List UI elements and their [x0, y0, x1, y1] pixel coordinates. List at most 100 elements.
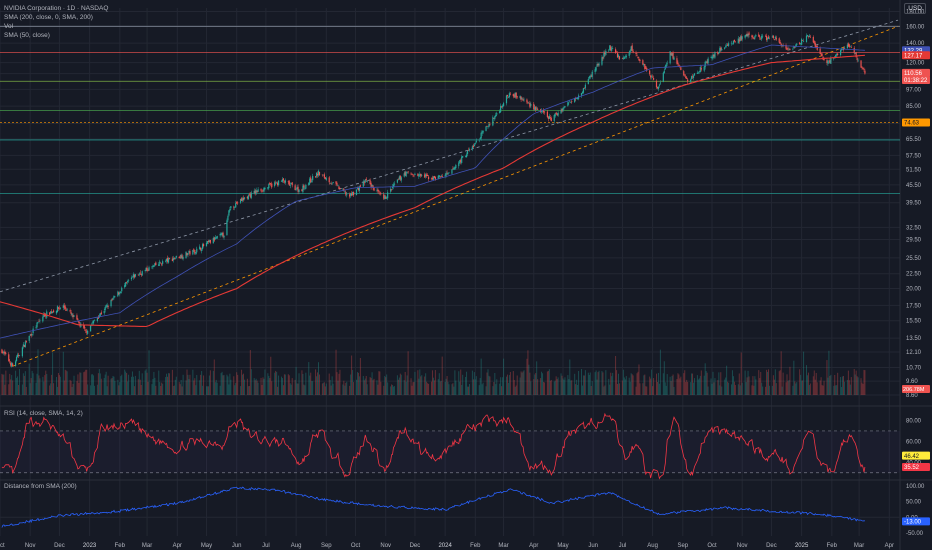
candle-body — [666, 62, 668, 64]
candle-body — [843, 47, 846, 49]
volume-bar — [720, 372, 722, 395]
candle-body — [561, 108, 563, 112]
distance-axis-tick: 50.00 — [906, 500, 922, 506]
volume-bar — [417, 370, 419, 395]
volume-bar — [725, 377, 727, 395]
volume-bar — [567, 375, 569, 395]
price-axis-tick: 9.60 — [906, 379, 918, 385]
volume-bar — [506, 374, 508, 395]
volume-bar — [212, 370, 214, 395]
volume-bar — [125, 371, 127, 395]
candle-body — [850, 47, 852, 49]
volume-bar — [199, 380, 201, 395]
volume-bar — [536, 361, 538, 395]
candle-body — [316, 173, 319, 176]
candle-body — [324, 177, 326, 180]
candle-body — [800, 43, 802, 45]
candle-body — [384, 195, 386, 200]
candle-body — [51, 311, 53, 313]
candle-body — [602, 57, 604, 59]
volume-bar — [638, 364, 640, 395]
volume-bar — [447, 381, 449, 395]
volume-bar — [432, 377, 434, 395]
candle-body — [792, 48, 794, 50]
candle-body — [38, 321, 40, 322]
candle-body — [556, 113, 558, 116]
volume-bar — [576, 379, 578, 395]
volume-bar — [587, 372, 589, 395]
volume-bar — [584, 370, 586, 395]
candle-body — [119, 291, 121, 295]
volume-bar — [205, 386, 207, 395]
volume-bar — [745, 382, 747, 395]
candle-body — [481, 132, 483, 134]
volume-bar — [267, 373, 269, 395]
candle-body — [370, 183, 372, 188]
volume-bar — [523, 370, 525, 395]
candle-body — [390, 188, 393, 190]
volume-bar — [733, 381, 735, 395]
candle-body — [635, 52, 637, 54]
volume-bar — [560, 373, 562, 395]
candle-body — [474, 143, 476, 145]
candle-body — [49, 312, 51, 315]
candle-body — [263, 187, 265, 192]
volume-bar — [290, 384, 292, 395]
volume-bar — [813, 370, 815, 395]
candle-body — [369, 180, 371, 185]
candle-body — [535, 106, 537, 110]
volume-bar — [93, 385, 95, 395]
volume-bar — [223, 375, 225, 395]
volume-bar — [794, 381, 796, 395]
volume-bar — [76, 381, 78, 395]
candle-body — [229, 209, 231, 211]
candle-body — [164, 260, 167, 262]
volume-bar — [815, 372, 817, 395]
candle-body — [419, 174, 421, 176]
volume-bar — [765, 386, 767, 395]
candle-body — [473, 144, 475, 147]
volume-bar — [107, 375, 109, 395]
volume-bar — [12, 380, 14, 395]
candle-body — [158, 264, 160, 267]
candle-body — [5, 353, 7, 354]
volume-bar — [622, 369, 624, 395]
volume-bar — [236, 372, 238, 395]
candle-body — [739, 37, 741, 42]
candle-body — [698, 71, 700, 72]
volume-bar — [779, 370, 781, 395]
volume-bar — [466, 371, 468, 395]
candle-body — [62, 305, 64, 308]
candle-body — [554, 113, 556, 117]
volume-bar — [451, 384, 453, 395]
candle-body — [652, 78, 655, 80]
candle-body — [295, 189, 297, 191]
currency-button[interactable]: USD — [904, 3, 926, 14]
volume-bar — [581, 385, 583, 395]
candle-body — [479, 137, 481, 140]
candle-body — [528, 103, 530, 104]
volume-bar — [705, 370, 707, 395]
candle-body — [624, 56, 626, 58]
candle-body — [725, 46, 727, 47]
volume-bar — [744, 370, 746, 395]
volume-bar — [45, 370, 47, 395]
volume-bar — [3, 374, 5, 395]
candle-body — [512, 94, 514, 97]
candle-body — [482, 130, 484, 133]
volume-bar — [670, 381, 672, 395]
candle-body — [85, 329, 87, 331]
volume-bar — [830, 374, 832, 395]
volume-bar — [468, 384, 470, 395]
candle-body — [755, 35, 757, 37]
candle-body — [849, 46, 851, 48]
candle-body — [107, 306, 109, 307]
volume-bar — [178, 382, 180, 395]
volume-bar — [133, 386, 135, 395]
candle-body — [589, 75, 591, 78]
volume-bar — [843, 375, 845, 395]
candle-body — [216, 236, 218, 239]
volume-bar — [79, 372, 81, 395]
volume-bar — [625, 376, 627, 395]
